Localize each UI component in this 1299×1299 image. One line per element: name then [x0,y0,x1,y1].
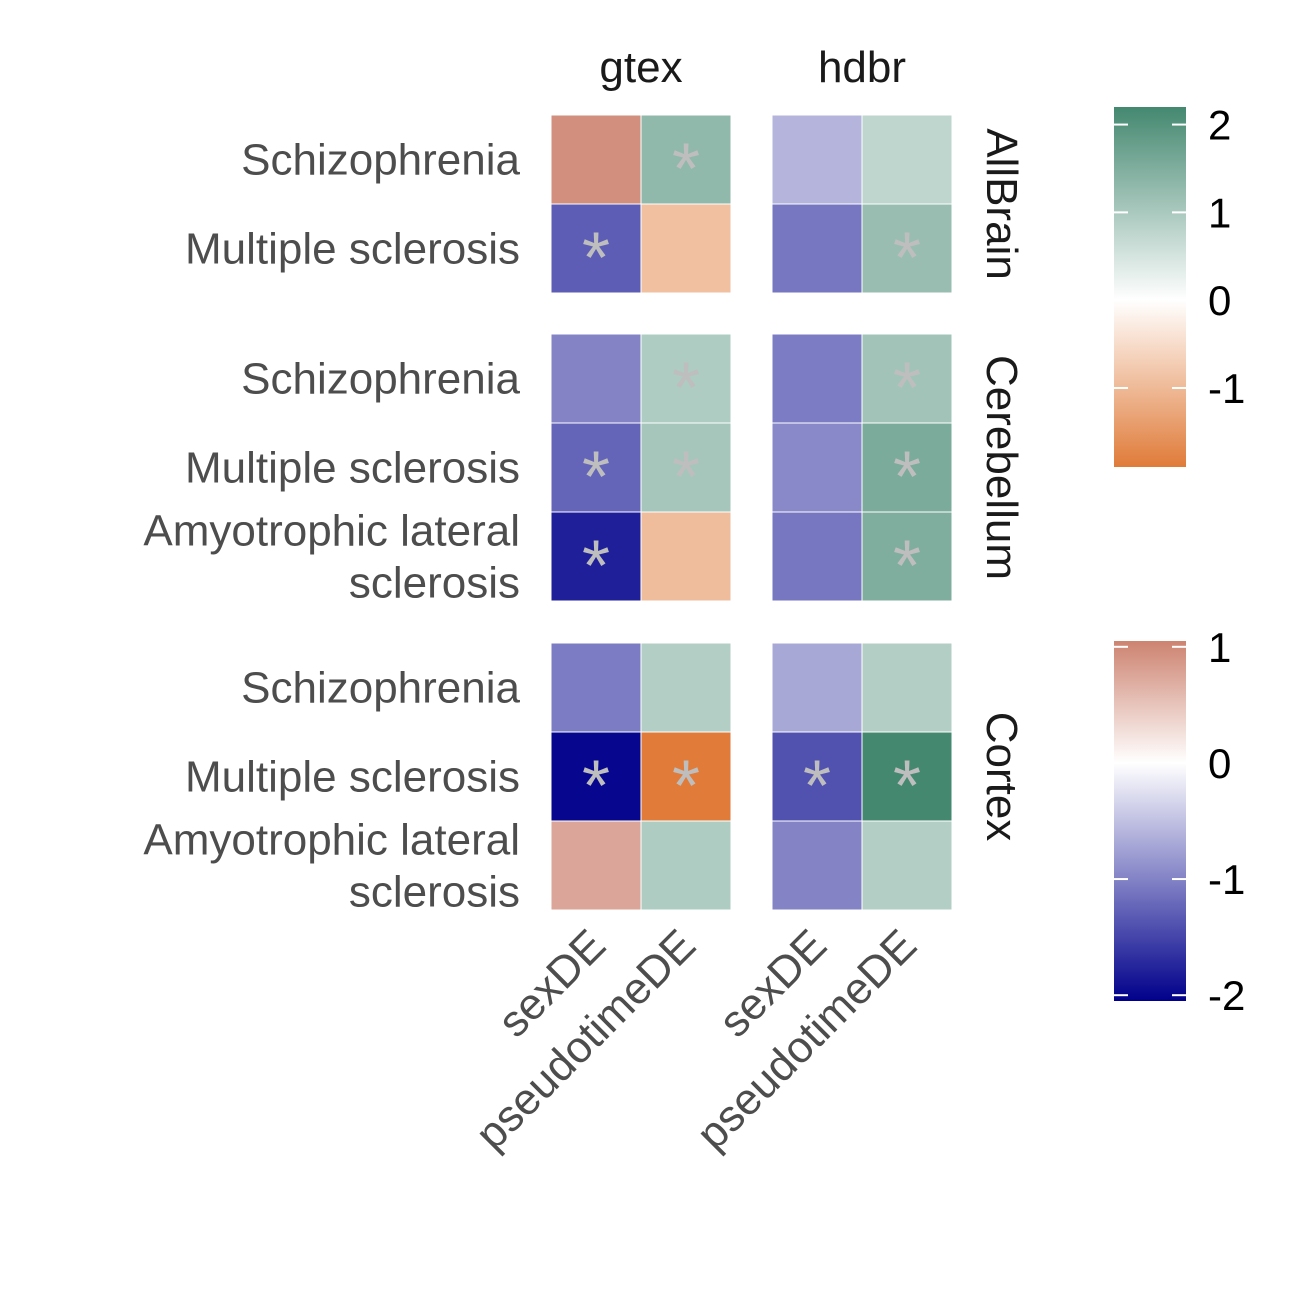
facet-label-cortex: Cortex [977,712,1026,842]
facet-label-gtex: gtex [599,43,682,92]
heatmap-cell-cortex-0-gtex-sexde [550,642,642,733]
significance-star: * [672,747,700,827]
facet-label-hdbr: hdbr [818,43,906,92]
heatmap-cell-cortex-2-gtex-sexde [550,820,642,911]
heatmap-cell-allbrain-1-gtex-sexde [550,203,642,294]
legend-tick-label-pseudotimede: -1 [1208,365,1245,412]
facet-strips: gtex hdbr AllBrain Cerebellum Cortex [599,43,1026,841]
legend-colorbar-pseudotimede [1114,107,1186,467]
row-label-cortex-amyotrophic-lateral-sclerosis: Amyotrophic lateral sclerosis [143,816,520,917]
legend-tick-label-sexde: 1 [1208,624,1231,671]
legend-tick-label-pseudotimede: 2 [1208,102,1231,149]
heatmap-cell-cerebellum-1-hdbr-sexde [771,422,863,513]
facet-label-allbrain: AllBrain [977,128,1026,280]
significance-star: * [893,527,921,607]
heatmap-cell-cerebellum-2-hdbr-sexde [771,511,863,602]
heatmap-cell-cortex-0-gtex-pseudotimede [640,642,732,733]
significance-star: * [893,349,921,429]
heatmap-cell-cortex-2-gtex-pseudotimede [640,820,732,911]
heatmap-cell-cortex-1-hdbr-sexde [771,731,863,822]
row-labels: Schizophrenia Multiple sclerosis Schizophr… [143,136,520,917]
facet-label-cerebellum: Cerebellum [977,355,1026,580]
legend-tick-label-sexde: 0 [1208,740,1231,787]
row-label-cerebellum-schizophrenia: Schizophrenia [241,355,520,404]
legend-colorbar-sexde [1114,641,1186,1001]
significance-star: * [582,219,610,299]
heatmap-cell-cerebellum-2-hdbr-pseudotimede [861,511,953,602]
legend-tick-label-sexde: -1 [1208,856,1245,903]
heatmap-cell-cortex-2-hdbr-sexde [771,820,863,911]
heatmap-cell-cerebellum-0-hdbr-sexde [771,333,863,424]
heatmap-cell-cerebellum-0-gtex-pseudotimede [640,333,732,424]
heatmap-cell-cortex-0-hdbr-pseudotimede [861,642,953,733]
heatmap-cell-cortex-0-hdbr-sexde [771,642,863,733]
legend-tick-label-pseudotimede: 1 [1208,189,1231,236]
heatmap-cell-cortex-1-hdbr-pseudotimede [861,731,953,822]
heatmap-cells [550,114,953,911]
heatmap-cell-allbrain-1-hdbr-sexde [771,203,863,294]
heatmap-cell-allbrain-0-hdbr-sexde [771,114,863,205]
legend-tick-label-pseudotimede: 0 [1208,277,1231,324]
significance-star: * [672,130,700,210]
row-label-allbrain-schizophrenia: Schizophrenia [241,136,520,185]
significance-star: * [672,349,700,429]
heatmap-cell-cortex-2-hdbr-pseudotimede [861,820,953,911]
significance-star: * [893,438,921,518]
heatmap-cell-allbrain-1-gtex-pseudotimede [640,203,732,294]
row-label-cortex-multiple-sclerosis: Multiple sclerosis [185,753,520,802]
row-label-cerebellum-multiple-sclerosis: Multiple sclerosis [185,444,520,493]
significance-markers: * * * * * * * * * * * * * * [582,130,921,827]
row-label-allbrain-multiple-sclerosis: Multiple sclerosis [185,225,520,274]
color-legends: 2 1 0 -1 1 0 -1 -2 [1114,102,1245,1019]
heatmap-cell-cerebellum-0-gtex-sexde [550,333,642,424]
significance-star: * [582,438,610,518]
legend-tick-label-sexde: -2 [1208,972,1245,1019]
heatmap-cell-cortex-1-gtex-pseudotimede [640,731,732,822]
significance-star: * [893,747,921,827]
heatmap-cell-cerebellum-2-gtex-sexde [550,511,642,602]
heatmap-cell-cerebellum-2-gtex-pseudotimede [640,511,732,602]
significance-star: * [672,438,700,518]
row-label-cortex-schizophrenia: Schizophrenia [241,664,520,713]
row-label-cerebellum-amyotrophic-lateral-sclerosis: Amyotrophic lateral sclerosis [143,507,520,608]
heatmap-cell-allbrain-0-hdbr-pseudotimede [861,114,953,205]
significance-star: * [582,747,610,827]
heatmap-cell-cerebellum-1-gtex-pseudotimede [640,422,732,513]
heatmap-cell-allbrain-1-hdbr-pseudotimede [861,203,953,294]
heatmap-cell-allbrain-0-gtex-sexde [550,114,642,205]
heatmap-cell-allbrain-0-gtex-pseudotimede [640,114,732,205]
heatmap-cell-cerebellum-1-gtex-sexde [550,422,642,513]
significance-star: * [803,747,831,827]
significance-star: * [582,527,610,607]
heatmap-cell-cerebellum-0-hdbr-pseudotimede [861,333,953,424]
significance-star: * [893,219,921,299]
